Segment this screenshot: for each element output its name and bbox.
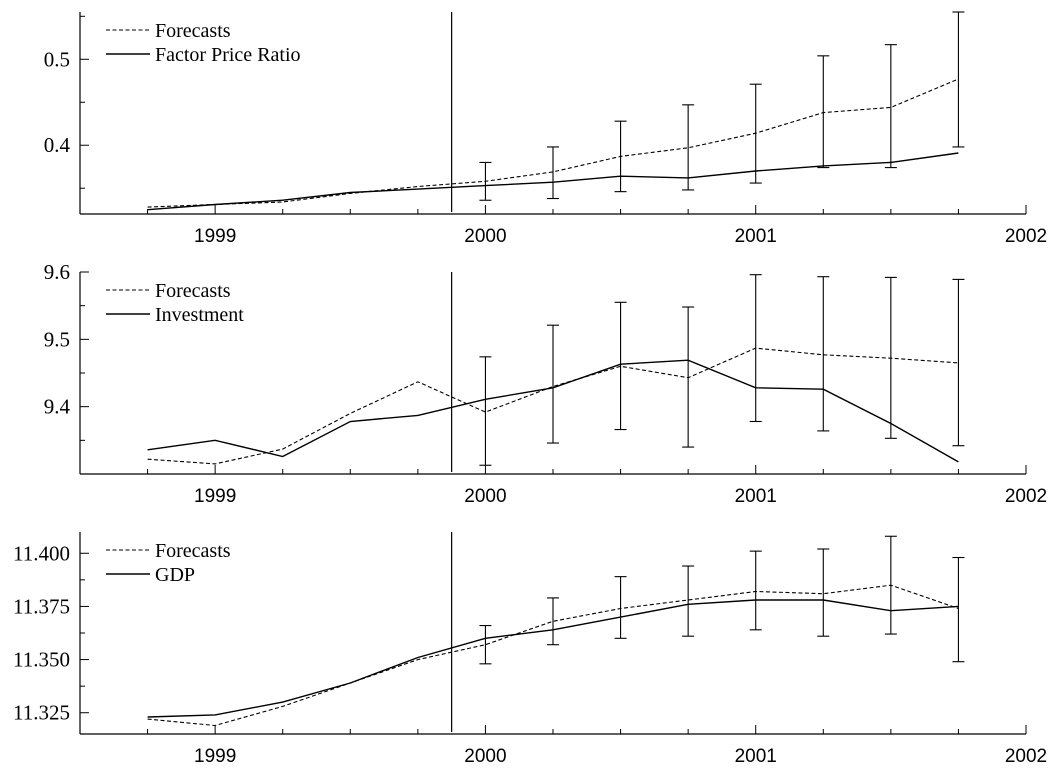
x-tick-label: 2000 xyxy=(464,746,506,767)
actual-series-line xyxy=(147,152,959,211)
x-tick-label: 2002 xyxy=(1005,746,1047,767)
x-tick-label: 1999 xyxy=(194,746,236,767)
y-tick-label: 11.375 xyxy=(13,594,70,618)
chart-panel-3: 1999 2000 2001 2002 11.325 11.350 11.375 11.400… xyxy=(13,532,1047,767)
x-tick-label: 2000 xyxy=(464,226,506,247)
legend-label: Forecasts xyxy=(155,20,231,42)
x-tick-label: 2001 xyxy=(735,486,777,507)
x-tick-label: 1999 xyxy=(194,486,236,507)
legend-label: GDP xyxy=(155,564,195,586)
y-tick-label: 9.5 xyxy=(44,327,70,351)
y-tick-label: 0.4 xyxy=(44,133,71,157)
y-tick-label: 9.4 xyxy=(44,395,71,419)
x-tick-label: 2001 xyxy=(735,746,777,767)
forecast-series-line xyxy=(147,78,959,208)
x-tick-label: 2001 xyxy=(735,226,777,247)
legend-label: Investment xyxy=(155,304,244,326)
y-tick-label: 11.400 xyxy=(13,541,70,565)
legend-label: Forecasts xyxy=(155,280,231,302)
actual-series-line xyxy=(147,599,959,718)
chart-panel-2: 1999 2000 2001 2002 9.4 9.5 9.6 ForecastsInvest… xyxy=(44,260,1047,507)
y-tick-label: 9.6 xyxy=(44,260,70,284)
legend-label: Factor Price Ratio xyxy=(155,44,301,66)
x-tick-label: 2002 xyxy=(1005,226,1047,247)
y-tick-label: 11.350 xyxy=(13,648,70,672)
y-tick-label: 0.5 xyxy=(44,47,70,71)
x-tick-label: 2000 xyxy=(464,486,506,507)
legend-label: Forecasts xyxy=(155,540,231,562)
forecast-series-line xyxy=(147,347,959,465)
x-tick-label: 1999 xyxy=(194,226,236,247)
forecast-series-line xyxy=(147,584,959,727)
y-tick-label: 11.325 xyxy=(13,701,70,725)
actual-series-line xyxy=(147,359,959,463)
x-tick-label: 2002 xyxy=(1005,486,1047,507)
